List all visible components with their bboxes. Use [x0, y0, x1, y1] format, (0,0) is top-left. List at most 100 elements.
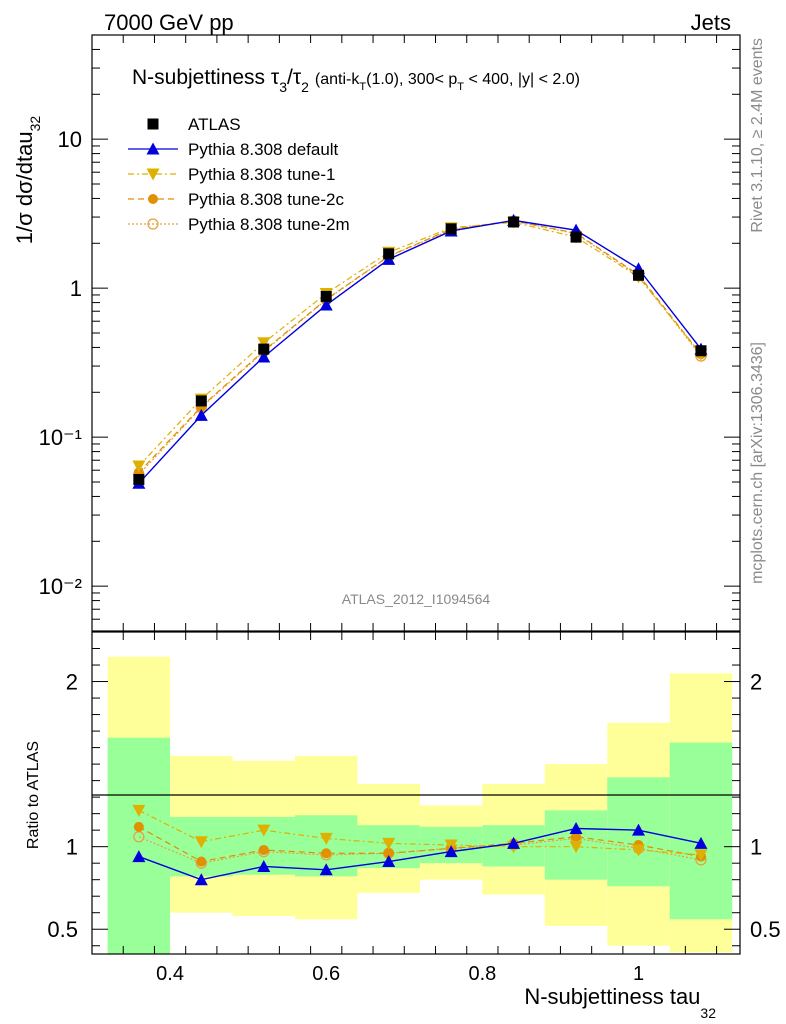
main-line-default — [138, 219, 702, 484]
ratio-point-default — [632, 823, 646, 836]
x-tick-label: 0.8 — [468, 963, 496, 985]
ratio-point-tune1 — [257, 824, 271, 837]
main-line-tune1 — [138, 221, 702, 467]
plot-title-sub3: 3 — [279, 79, 287, 95]
x-axis-label-sub: 32 — [700, 1005, 716, 1021]
main-line-tune2m — [138, 220, 702, 476]
ratio-band-inner — [107, 737, 171, 954]
plot-title-slash: /τ — [287, 66, 302, 89]
y-axis-label-main: 1/σ dσ/dtau32 — [12, 116, 43, 245]
legend-label-tune2m: Pythia 8.308 tune-2m — [188, 215, 350, 234]
ratio-plot-frame — [91, 631, 741, 955]
ratio-uncertainty-bands — [107, 656, 733, 954]
ratio-band-inner — [669, 742, 733, 920]
y-tick-label: 1 — [70, 276, 82, 301]
ratio-point-default — [507, 836, 521, 849]
x-tick-label: 1 — [633, 963, 644, 985]
ratio-point-default — [319, 863, 333, 876]
ratio-line-tune1 — [138, 809, 702, 856]
main-point-data — [320, 290, 332, 302]
legend-marker-default — [146, 142, 160, 155]
ratio-point-tune1 — [132, 804, 146, 817]
main-point-data — [633, 269, 645, 281]
y-tick-label: 10⁻¹ — [39, 425, 82, 450]
ratio-point-tune2c — [383, 848, 394, 859]
ratio-line-default — [138, 827, 702, 881]
main-point-tune1 — [132, 460, 146, 473]
analysis-id: ATLAS_2012_I1094564 — [342, 591, 491, 607]
ratio-point-tune2c — [321, 848, 332, 859]
ratio-ticks: 0.5 0.5 1 1 2 2 0.4 0.6 0.8 1 — [47, 632, 781, 985]
ratio-point-tune2c — [133, 821, 144, 832]
mcplots-label: mcplots.cern.ch [arXiv:1306.3436] — [749, 342, 766, 584]
main-point-tune1 — [257, 337, 271, 350]
main-point-data — [570, 231, 582, 243]
legend-marker-tune2m — [147, 218, 159, 230]
main-point-data — [383, 248, 395, 260]
ratio-point-tune1 — [194, 836, 208, 849]
ratio-y-tick-label: 0.5 — [47, 917, 78, 942]
plot-title-cuts-c: < 400, |y| < 2.0) — [464, 71, 580, 88]
x-axis-label: N-subjettiness tau32 — [524, 984, 716, 1021]
legend-marker-tune2c — [148, 194, 158, 204]
x-tick-label: 0.6 — [312, 963, 340, 985]
ratio-point-tune1 — [569, 841, 583, 854]
ratio-point-default — [569, 822, 583, 835]
x-axis-label-text: N-subjettiness tau — [524, 984, 700, 1009]
main-point-data — [133, 473, 145, 485]
y-axis-label-main-text: 1/σ dσ/dtau — [12, 131, 37, 244]
legend-label-tune1: Pythia 8.308 tune-1 — [188, 165, 335, 184]
legend: ATLAS Pythia 8.308 default Pythia 8.308 tu… — [128, 115, 350, 234]
plot-title-sub2: 2 — [301, 79, 309, 95]
main-point-default — [257, 350, 271, 363]
ratio-point-tune2c — [571, 831, 582, 842]
ratio-point-tune1 — [694, 849, 708, 862]
ratio-point-default — [382, 855, 396, 868]
main-line-tune2c — [138, 220, 702, 473]
main-point-data — [445, 223, 457, 235]
header-right: Jets — [691, 10, 731, 35]
main-series-group — [132, 213, 708, 489]
ratio-line-tune2c — [138, 826, 702, 863]
plot-title-cuts-b: (1.0), 300< p — [366, 71, 457, 88]
ratio-y-tick-label: 1 — [66, 835, 78, 860]
legend-label-default: Pythia 8.308 default — [188, 140, 339, 159]
ratio-point-tune1 — [382, 837, 396, 850]
y-axis-label-main-sub: 32 — [27, 116, 43, 132]
legend-label-data: ATLAS — [188, 115, 241, 134]
y-tick-label: 10 — [58, 127, 82, 152]
plot-title-cuts-sub-t1: T — [359, 81, 366, 93]
main-y-ticks: 10⁻² 10⁻¹ 1 10 — [39, 34, 740, 632]
ratio-point-tune2c — [258, 844, 269, 855]
legend-label-tune2c: Pythia 8.308 tune-2c — [188, 190, 344, 209]
ratio-point-default — [694, 836, 708, 849]
y-axis-label-ratio: Ratio to ATLAS — [25, 741, 42, 849]
legend-marker-tune1 — [146, 168, 160, 181]
ratio-point-tune2c — [196, 856, 207, 867]
x-tick-label: 0.4 — [156, 963, 184, 985]
legend-marker-data — [147, 118, 159, 130]
ratio-point-default — [132, 850, 146, 863]
ratio-point-default — [257, 859, 271, 872]
main-point-default — [194, 408, 208, 421]
plot-title: N-subjettiness τ3/τ2 (anti-kT(1.0), 300< … — [132, 66, 580, 95]
plot-title-cuts-a: (anti-k — [315, 71, 360, 88]
ratio-y-tick-label: 2 — [66, 670, 78, 695]
rivet-label: Rivet 3.1.10, ≥ 2.4M events — [749, 38, 766, 233]
ratio-point-tune1 — [632, 844, 646, 857]
main-point-data — [508, 216, 520, 228]
main-point-data — [195, 395, 207, 407]
ratio-point-default — [444, 845, 458, 858]
ratio-point-tune1 — [319, 832, 333, 845]
plot-title-main: N-subjettiness τ — [132, 66, 280, 89]
plot-title-cuts-sub-t2: T — [457, 81, 464, 93]
main-point-default — [319, 298, 333, 311]
main-point-data — [258, 343, 270, 355]
ratio-y-tick-label-right: 1 — [750, 835, 762, 860]
header-left: 7000 GeV pp — [104, 10, 234, 35]
ratio-point-default — [194, 873, 208, 886]
ratio-y-tick-label-right: 0.5 — [750, 917, 781, 942]
ratio-series-group — [132, 804, 708, 886]
y-tick-label: 10⁻² — [39, 574, 82, 599]
main-point-data — [695, 345, 707, 357]
